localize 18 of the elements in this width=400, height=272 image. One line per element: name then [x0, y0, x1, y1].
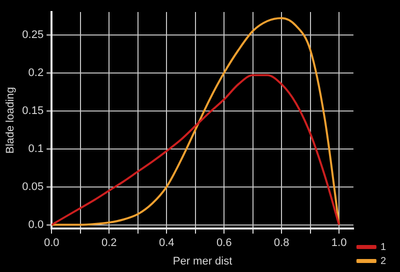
x-tick-label: 0.6 [216, 237, 232, 250]
line-series [52, 17, 340, 226]
y-tick-label: 0.2 [28, 66, 44, 79]
x-tick-label: 0.0 [44, 237, 60, 250]
x-tick-label: 0.2 [101, 237, 117, 250]
y-tick-label: 0.15 [22, 104, 44, 117]
line-series [52, 74, 340, 226]
x-tick-label: 0.4 [158, 237, 174, 250]
x-tick-label: 0.8 [274, 237, 290, 250]
legend-label: 1 [380, 242, 386, 253]
legend-label: 2 [380, 256, 386, 267]
y-tick-label: 0.05 [22, 180, 44, 193]
y-axis-title: Blade loading [4, 86, 17, 154]
x-axis-title: Per mer dist [172, 255, 232, 268]
y-tick-label: 0.25 [22, 28, 44, 41]
x-tick-label: 1.0 [331, 237, 347, 250]
y-tick-label: 0.0 [28, 218, 44, 231]
y-tick-label: 0.1 [28, 142, 44, 155]
